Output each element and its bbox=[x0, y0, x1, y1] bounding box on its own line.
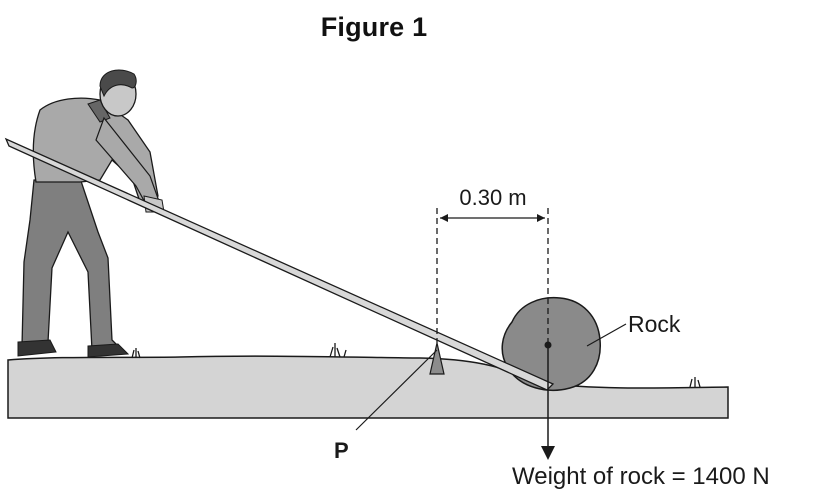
person-hair bbox=[99, 69, 137, 98]
person-shirt bbox=[32, 97, 159, 203]
grass-tufts bbox=[131, 343, 701, 388]
lever-bar bbox=[4, 137, 555, 391]
person bbox=[17, 69, 165, 358]
weight-label: Weight of rock = 1400 N bbox=[512, 463, 770, 490]
person-collar bbox=[87, 99, 111, 123]
person-trousers bbox=[21, 177, 122, 351]
distance-label: 0.30 m bbox=[459, 185, 526, 210]
pivot-leader-line bbox=[355, 349, 438, 431]
pivot-label: P bbox=[334, 438, 349, 463]
rock-label: Rock bbox=[628, 311, 681, 337]
pivot-wedge bbox=[429, 342, 445, 375]
figure-title: Figure 1 bbox=[320, 12, 428, 42]
rock-leader-line bbox=[586, 323, 627, 347]
ground bbox=[7, 355, 729, 419]
person-shoe-right bbox=[87, 343, 130, 358]
weight-arrowhead bbox=[541, 446, 555, 460]
person-shoe-left bbox=[17, 339, 57, 357]
